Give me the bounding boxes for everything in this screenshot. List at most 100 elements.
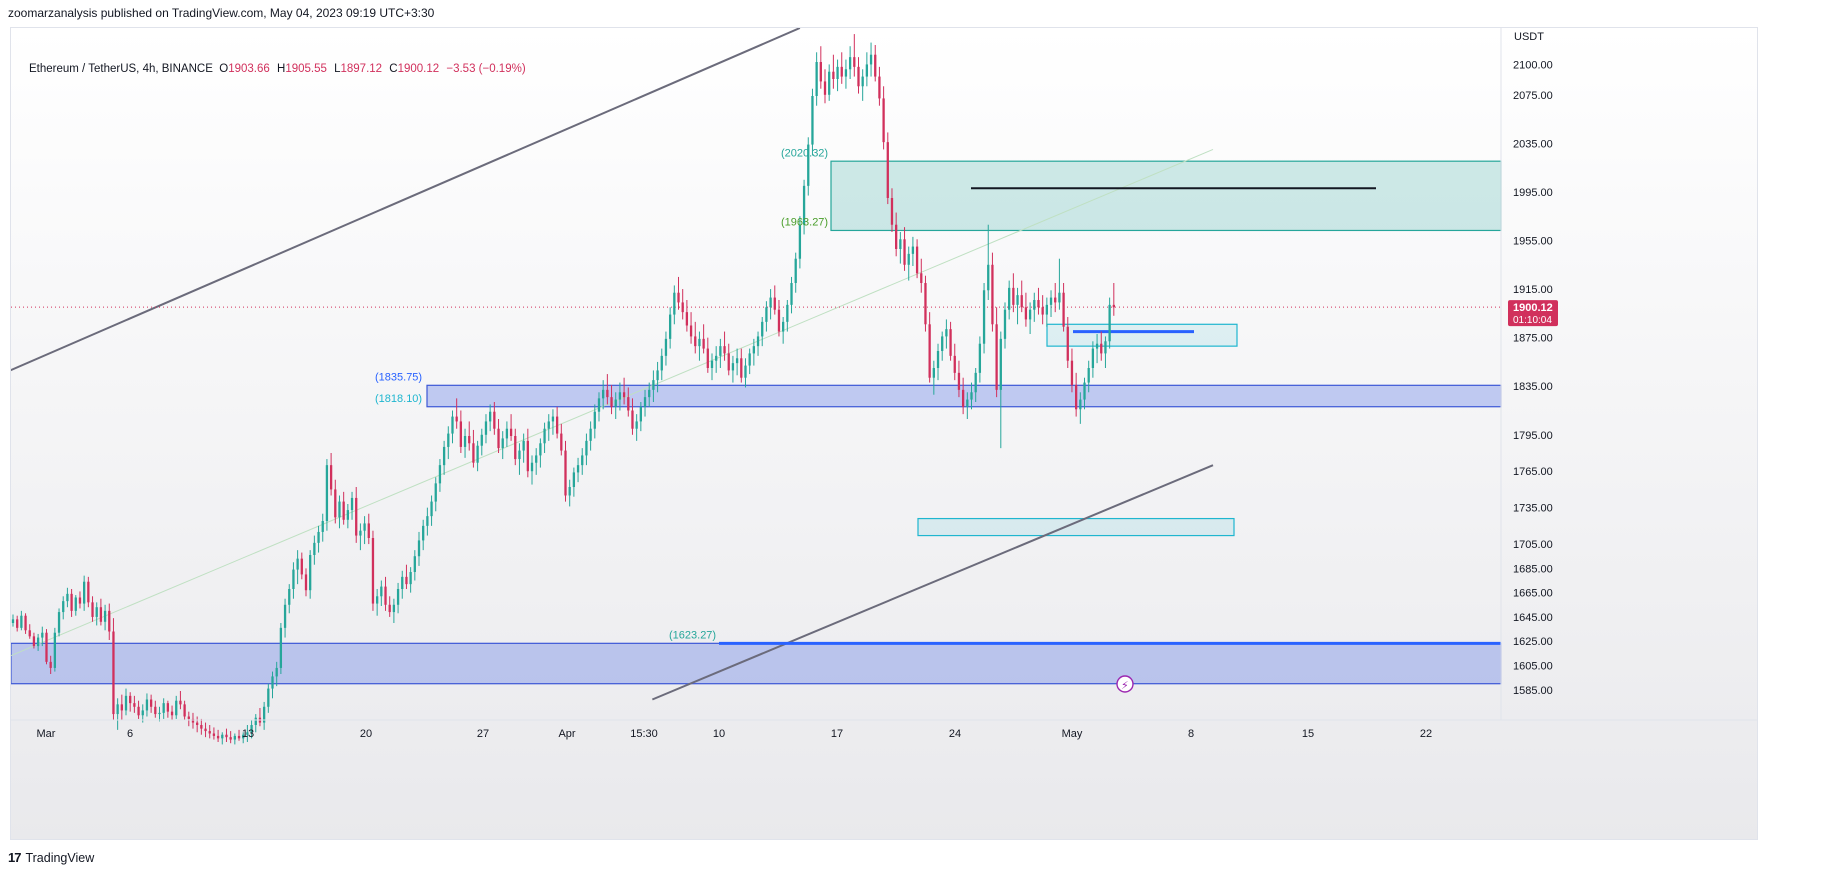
candle-body bbox=[36, 637, 40, 647]
open-value: 1903.66 bbox=[228, 63, 270, 75]
candle-body bbox=[95, 607, 98, 617]
candle-body bbox=[522, 440, 525, 451]
small-box-upper bbox=[1046, 323, 1238, 347]
candle-body bbox=[422, 525, 425, 541]
candle-body bbox=[468, 436, 471, 444]
candle-body bbox=[660, 355, 663, 371]
candle bbox=[434, 477, 437, 512]
candle bbox=[405, 564, 408, 589]
lightning-icon: ⚡ bbox=[1121, 679, 1129, 692]
candle bbox=[1066, 317, 1069, 368]
candle-body bbox=[417, 540, 421, 557]
price-label-1623: (1623.27) bbox=[669, 629, 716, 641]
candle bbox=[1074, 372, 1078, 417]
candle-body bbox=[865, 64, 869, 77]
y-tick-label: 1685.00 bbox=[1513, 563, 1553, 575]
candle-body bbox=[673, 292, 676, 315]
candle-body bbox=[229, 737, 232, 740]
candle-body bbox=[681, 302, 684, 313]
chart-frame[interactable]: (2020.32) (1963.27) (1835.75) (1818.10) (162… bbox=[10, 27, 1758, 840]
candle bbox=[668, 307, 672, 349]
candle-body bbox=[216, 735, 220, 739]
candle bbox=[229, 731, 232, 744]
candle-body bbox=[154, 706, 157, 715]
candle bbox=[719, 338, 722, 368]
candle-body bbox=[551, 416, 555, 422]
candle-body bbox=[978, 343, 982, 373]
candle-body bbox=[568, 487, 571, 496]
candle bbox=[149, 694, 153, 713]
candle-body bbox=[300, 558, 303, 575]
candle bbox=[271, 671, 274, 699]
candle-body bbox=[451, 416, 454, 434]
candle-body bbox=[932, 368, 935, 378]
candle bbox=[375, 589, 379, 616]
candle-body bbox=[731, 363, 735, 371]
candle bbox=[497, 419, 500, 453]
candle bbox=[518, 443, 521, 475]
candle bbox=[610, 385, 613, 415]
candle-body bbox=[602, 389, 605, 399]
y-tick-label: 1995.00 bbox=[1513, 187, 1553, 199]
candle-body bbox=[459, 421, 463, 447]
candle-body bbox=[426, 516, 429, 526]
candle bbox=[840, 52, 843, 84]
candle bbox=[191, 712, 195, 729]
candle bbox=[321, 513, 324, 542]
candle bbox=[539, 438, 542, 468]
candle bbox=[907, 246, 910, 281]
candle bbox=[748, 348, 751, 375]
y-tick-label: 2100.00 bbox=[1513, 59, 1553, 71]
candle-body bbox=[405, 576, 408, 585]
candle bbox=[455, 398, 458, 429]
candle bbox=[237, 729, 241, 741]
candle-body bbox=[505, 428, 509, 439]
lower-support-zone bbox=[11, 642, 1502, 685]
candle-body bbox=[179, 700, 182, 705]
candle bbox=[756, 331, 760, 356]
candle-body bbox=[995, 324, 998, 390]
candle bbox=[731, 355, 735, 383]
candlestick-chart[interactable]: (2020.32) (1963.27) (1835.75) (1818.10) (162… bbox=[11, 28, 1758, 840]
candle bbox=[158, 706, 161, 722]
tradingview-logo-icon[interactable]: 17 bbox=[8, 850, 22, 865]
candle bbox=[116, 698, 119, 730]
channel-upper bbox=[11, 28, 801, 372]
candle-body bbox=[593, 411, 596, 429]
tradingview-brand[interactable]: TradingView bbox=[25, 850, 95, 865]
candle bbox=[991, 252, 994, 332]
candle bbox=[543, 422, 546, 453]
candle bbox=[367, 513, 370, 545]
candle-body bbox=[928, 324, 931, 378]
candle-body bbox=[91, 602, 94, 617]
candle-body bbox=[1037, 300, 1040, 308]
supply-zone bbox=[830, 160, 1502, 232]
candle bbox=[112, 618, 115, 721]
candle-body bbox=[497, 428, 500, 449]
candle bbox=[865, 52, 869, 87]
candle-body bbox=[572, 472, 576, 487]
candle-body bbox=[1100, 343, 1103, 354]
candle bbox=[233, 733, 236, 745]
candle bbox=[614, 392, 617, 419]
candle-body bbox=[242, 734, 245, 739]
candle bbox=[786, 300, 789, 332]
candle-body bbox=[823, 81, 827, 95]
candle-body bbox=[204, 728, 207, 732]
candle-body bbox=[145, 699, 149, 711]
candle bbox=[1054, 283, 1057, 313]
candle-body bbox=[631, 410, 634, 429]
candle-body bbox=[187, 716, 190, 719]
candle-body bbox=[57, 612, 61, 633]
candle-body bbox=[292, 569, 295, 589]
candle bbox=[371, 530, 375, 611]
candle-body bbox=[911, 246, 915, 254]
candle-body bbox=[501, 438, 504, 449]
candle-body bbox=[250, 725, 253, 733]
y-tick-label: 1625.00 bbox=[1513, 636, 1553, 648]
candle bbox=[1045, 297, 1048, 327]
candle-body bbox=[861, 76, 864, 87]
candle bbox=[547, 414, 550, 441]
candle-body bbox=[108, 610, 111, 632]
candle bbox=[472, 429, 475, 468]
